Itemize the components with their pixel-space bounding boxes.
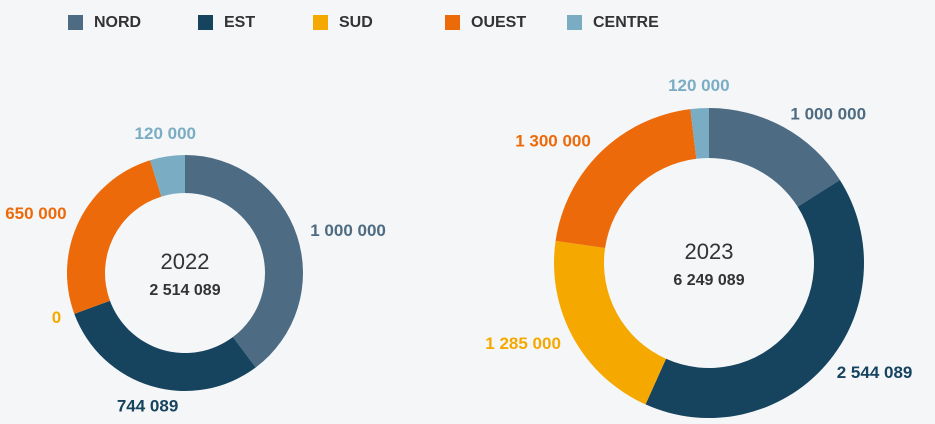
value-label: 0 [52, 308, 61, 327]
center-title: 2022 [161, 249, 210, 274]
value-label: 1 300 000 [515, 132, 591, 151]
value-label: 1 285 000 [485, 334, 561, 353]
center-title: 2023 [685, 239, 734, 264]
legend-swatch [68, 15, 83, 30]
donut-segment [645, 179, 864, 418]
center-total: 6 249 089 [673, 272, 744, 289]
donut-segment [554, 240, 667, 405]
donut-segment [185, 155, 304, 368]
value-label: 1 000 000 [310, 221, 386, 240]
donut-segment [690, 108, 709, 159]
legend-label: OUEST [471, 14, 526, 31]
legend-swatch [313, 15, 328, 30]
legend-label: NORD [94, 14, 141, 31]
donut-segment [67, 160, 162, 314]
value-label: 744 089 [117, 397, 178, 416]
center-total: 2 514 089 [149, 282, 220, 299]
donut-segment [74, 300, 256, 391]
legend-swatch [198, 15, 213, 30]
donut-segment [709, 108, 840, 207]
legend-swatch [445, 15, 460, 30]
value-label: 120 000 [668, 76, 729, 95]
legend-label: CENTRE [593, 14, 659, 31]
value-label: 120 000 [135, 124, 196, 143]
value-label: 2 544 089 [837, 363, 913, 382]
value-label: 650 000 [5, 204, 66, 223]
value-label: 1 000 000 [790, 104, 866, 123]
legend-label: EST [224, 14, 255, 31]
legend-swatch [567, 15, 582, 30]
donut-segment [150, 155, 185, 197]
donut-segment [555, 109, 697, 249]
legend-label: SUD [339, 14, 373, 31]
